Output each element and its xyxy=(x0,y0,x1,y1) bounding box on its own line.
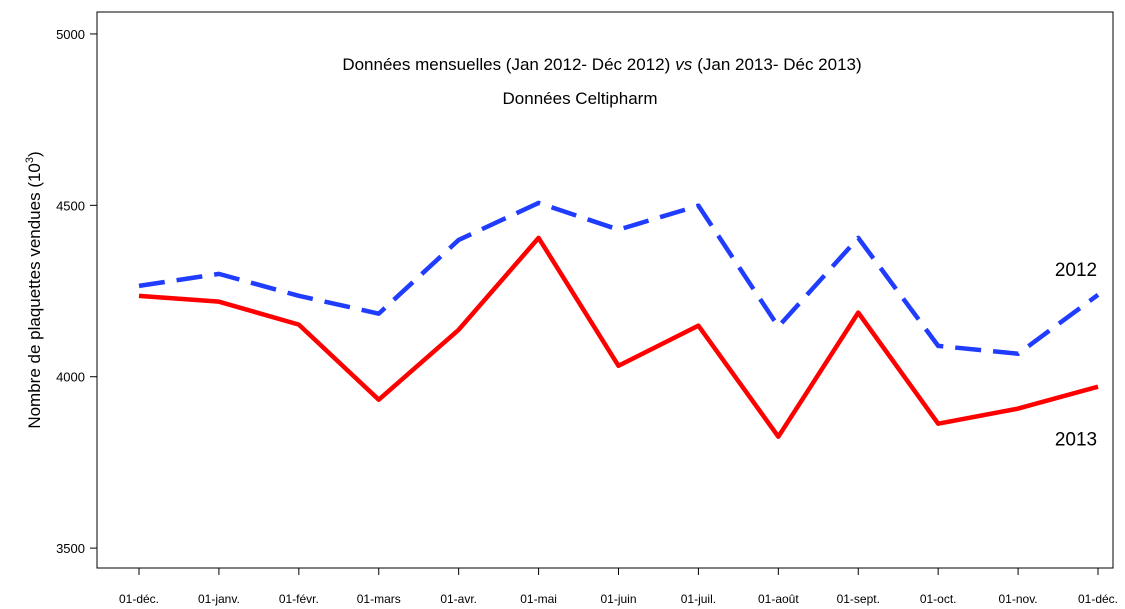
series-label: 2012 xyxy=(1055,260,1097,281)
x-tick-label: 01-févr. xyxy=(279,592,319,606)
title-part: Données mensuelles (Jan 2012- Déc 2012) xyxy=(342,55,670,74)
x-tick-label: 01-déc. xyxy=(1078,592,1118,606)
x-tick-label: 01-sept. xyxy=(837,592,880,606)
plot-frame xyxy=(96,11,1114,569)
y-label-part: 3 xyxy=(24,157,36,163)
chart-subtitle: Données Celtipharm xyxy=(503,89,658,108)
title-part: vs xyxy=(675,55,693,74)
x-tick-label: 01-déc. xyxy=(119,592,159,606)
x-tick-label: 01-juil. xyxy=(681,592,716,606)
x-tick-label: 01-nov. xyxy=(999,592,1038,606)
series-label: 2013 xyxy=(1055,430,1097,451)
y-tick-label: 4500 xyxy=(56,198,85,213)
x-tick-label: 01-août xyxy=(758,592,799,606)
y-axis-label: Nombre de plaquettes vendues (103) xyxy=(24,151,44,428)
x-tick-label: 01-janv. xyxy=(198,592,240,606)
y-tick-label: 3500 xyxy=(56,541,85,556)
chart-title: Données mensuelles (Jan 2012- Déc 2012) v… xyxy=(342,55,861,74)
series-line xyxy=(138,235,1099,439)
y-tick-label: 4000 xyxy=(56,370,85,385)
y-tick-label: 5000 xyxy=(56,27,85,42)
x-tick-label: 01-avr. xyxy=(440,592,477,606)
title-part: (Jan 2013- Déc 2013) xyxy=(697,55,861,74)
y-label-part: Nombre de plaquettes vendues (10 xyxy=(25,163,44,429)
x-tick-label: 01-mars xyxy=(357,592,401,606)
x-tick-label: 01-oct. xyxy=(920,592,957,606)
y-label-part: ) xyxy=(25,151,44,157)
x-tick-label: 01-mai xyxy=(520,592,557,606)
x-tick-label: 01-juin xyxy=(600,592,636,606)
series-line xyxy=(138,200,1100,357)
